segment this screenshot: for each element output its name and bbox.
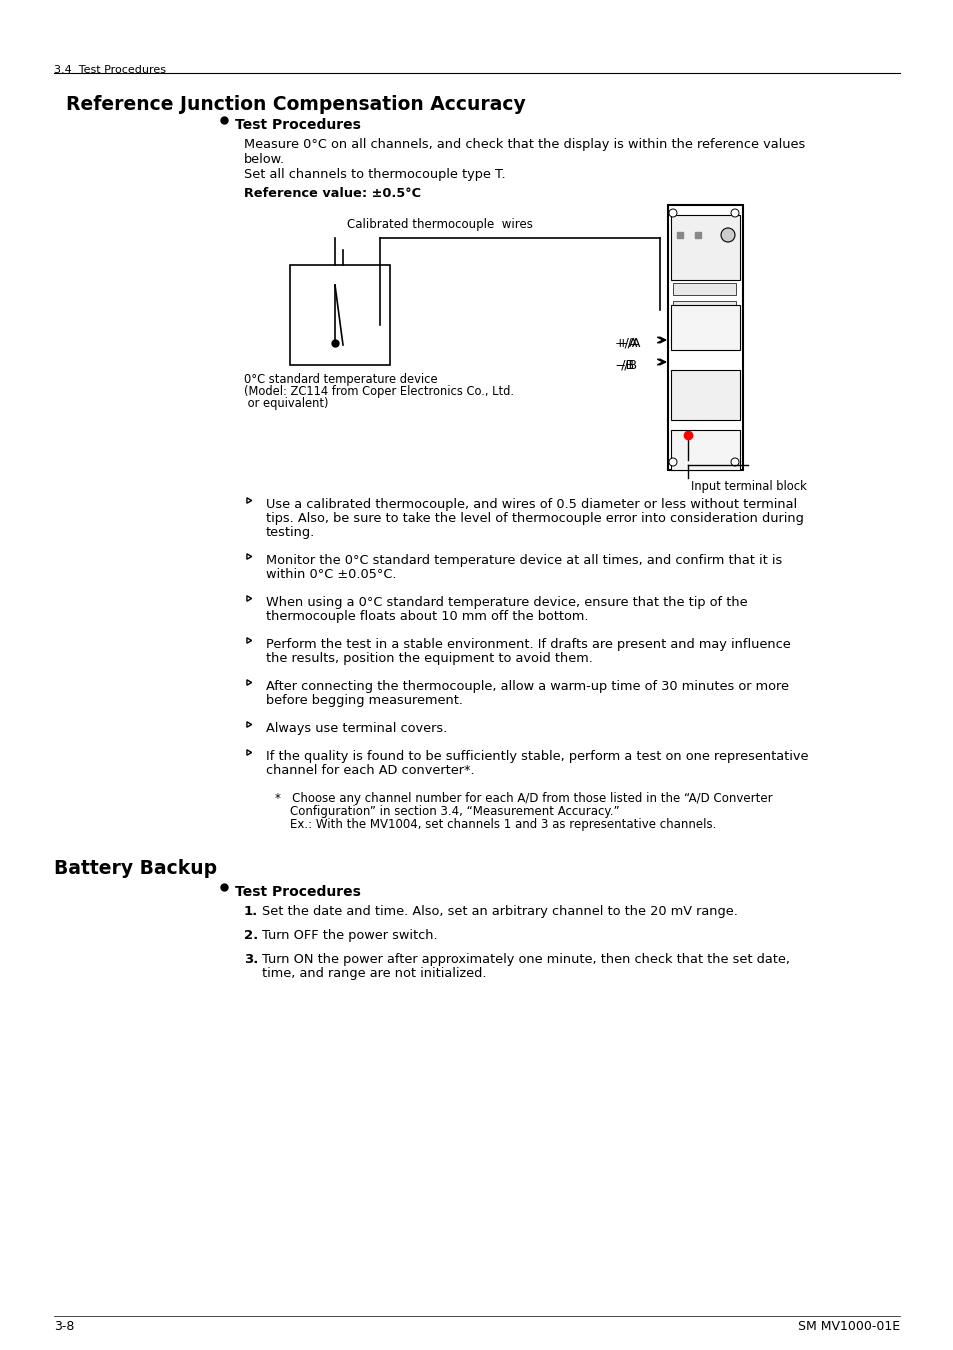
Circle shape: [668, 209, 677, 217]
Text: Test Procedures: Test Procedures: [234, 117, 360, 132]
Bar: [670, 370, 740, 420]
Circle shape: [720, 228, 734, 242]
Text: Test Procedures: Test Procedures: [234, 886, 360, 899]
Text: (Model: ZC114 from Coper Electronics Co., Ltd.: (Model: ZC114 from Coper Electronics Co.…: [244, 385, 514, 398]
Text: –/B: –/B: [618, 359, 637, 373]
Text: Perform the test in a stable environment. If drafts are present and may influenc: Perform the test in a stable environment…: [266, 639, 790, 651]
Text: thermocouple floats about 10 mm off the bottom.: thermocouple floats about 10 mm off the …: [266, 610, 588, 622]
Text: *   Choose any channel number for each A/D from those listed in the “A/D Convert: * Choose any channel number for each A/D…: [274, 792, 772, 805]
Text: within 0°C ±0.05°C.: within 0°C ±0.05°C.: [266, 568, 396, 580]
Text: Turn ON the power after approximately one minute, then check that the set date,: Turn ON the power after approximately on…: [262, 953, 789, 967]
Text: Always use terminal covers.: Always use terminal covers.: [266, 722, 447, 734]
Text: SM MV1000-01E: SM MV1000-01E: [797, 1320, 899, 1332]
Text: or equivalent): or equivalent): [244, 397, 328, 410]
Bar: [670, 431, 740, 470]
Text: time, and range are not initialized.: time, and range are not initialized.: [262, 967, 486, 980]
Text: Battery Backup: Battery Backup: [54, 859, 217, 878]
Text: the results, position the equipment to avoid them.: the results, position the equipment to a…: [266, 652, 592, 666]
Text: 0°C standard temperature device: 0°C standard temperature device: [244, 373, 437, 386]
Text: Set all channels to thermocouple type T.: Set all channels to thermocouple type T.: [244, 167, 505, 181]
Bar: [670, 215, 740, 279]
Text: channel for each AD converter*.: channel for each AD converter*.: [266, 764, 475, 778]
Text: 2.: 2.: [244, 929, 258, 942]
Text: Calibrated thermocouple  wires: Calibrated thermocouple wires: [347, 217, 533, 231]
Text: below.: below.: [244, 153, 285, 166]
Text: Configuration” in section 3.4, “Measurement Accuracy.”: Configuration” in section 3.4, “Measurem…: [274, 805, 619, 818]
Circle shape: [668, 458, 677, 466]
Text: Set the date and time. Also, set an arbitrary channel to the 20 mV range.: Set the date and time. Also, set an arbi…: [262, 904, 737, 918]
Text: If the quality is found to be sufficiently stable, perform a test on one represe: If the quality is found to be sufficient…: [266, 751, 807, 763]
Text: 1.: 1.: [244, 904, 258, 918]
Text: Monitor the 0°C standard temperature device at all times, and confirm that it is: Monitor the 0°C standard temperature dev…: [266, 554, 781, 567]
Bar: [290, 265, 390, 365]
Bar: [670, 305, 740, 350]
Text: When using a 0°C standard temperature device, ensure that the tip of the: When using a 0°C standard temperature de…: [266, 595, 747, 609]
Text: Ex.: With the MV1004, set channels 1 and 3 as representative channels.: Ex.: With the MV1004, set channels 1 and…: [274, 818, 716, 832]
Bar: [672, 319, 735, 331]
Text: testing.: testing.: [266, 526, 314, 539]
Text: +/A: +/A: [615, 338, 638, 350]
Text: 3.4  Test Procedures: 3.4 Test Procedures: [54, 65, 166, 76]
Text: After connecting the thermocouple, allow a warm-up time of 30 minutes or more: After connecting the thermocouple, allow…: [266, 680, 788, 693]
Text: +/A: +/A: [618, 338, 640, 350]
Text: Input terminal block: Input terminal block: [690, 481, 806, 493]
Text: Turn OFF the power switch.: Turn OFF the power switch.: [262, 929, 437, 942]
Text: Reference Junction Compensation Accuracy: Reference Junction Compensation Accuracy: [66, 95, 525, 113]
Text: tips. Also, be sure to take the level of thermocouple error into consideration d: tips. Also, be sure to take the level of…: [266, 512, 803, 525]
Bar: [667, 205, 742, 470]
Text: Use a calibrated thermocouple, and wires of 0.5 diameter or less without termina: Use a calibrated thermocouple, and wires…: [266, 498, 797, 512]
Bar: [672, 284, 735, 296]
Text: Reference value: ±0.5°C: Reference value: ±0.5°C: [244, 188, 420, 200]
Circle shape: [730, 209, 739, 217]
Text: 3.: 3.: [244, 953, 258, 967]
Text: before begging measurement.: before begging measurement.: [266, 694, 462, 707]
Bar: [672, 301, 735, 313]
Text: –/B: –/B: [615, 359, 634, 373]
Circle shape: [730, 458, 739, 466]
Text: Measure 0°C on all channels, and check that the display is within the reference : Measure 0°C on all channels, and check t…: [244, 138, 804, 151]
Text: 3-8: 3-8: [54, 1320, 74, 1332]
